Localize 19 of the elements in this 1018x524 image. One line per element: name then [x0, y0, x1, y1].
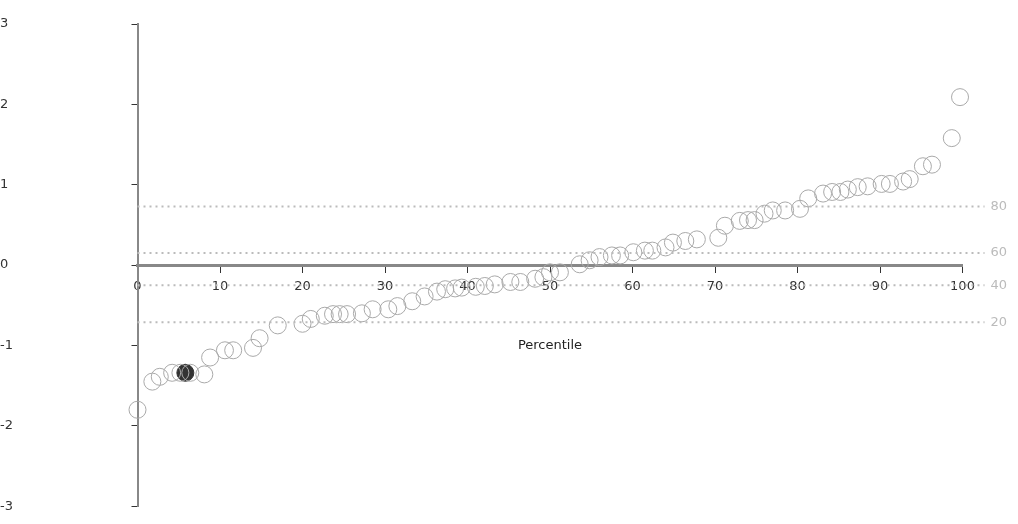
x-axis-title: Percentile: [517, 336, 583, 352]
text: 20: [990, 313, 1008, 329]
x-tick-label: 60: [624, 278, 641, 294]
y-tick-label: 3: [0, 15, 9, 31]
x-tick-label: 10: [211, 278, 229, 294]
y-tick-label: -1: [0, 336, 13, 352]
text: 60: [990, 244, 1008, 260]
y-tick-label: 1: [0, 176, 9, 192]
x-tick-label: 70: [706, 278, 724, 294]
y-tick-label: 0: [0, 256, 9, 272]
x-tick-label: 90: [871, 278, 889, 294]
y-tick-label: 2: [0, 95, 9, 111]
x-tick-label: 20: [294, 278, 311, 294]
x-tick-label: 50: [541, 278, 559, 294]
text: 80: [990, 197, 1008, 213]
y-tick-label: -3: [0, 497, 13, 513]
x-tick-label: 100: [950, 278, 975, 294]
x-tick-label: 30: [376, 278, 394, 294]
y-tick-label: -2: [0, 417, 13, 433]
